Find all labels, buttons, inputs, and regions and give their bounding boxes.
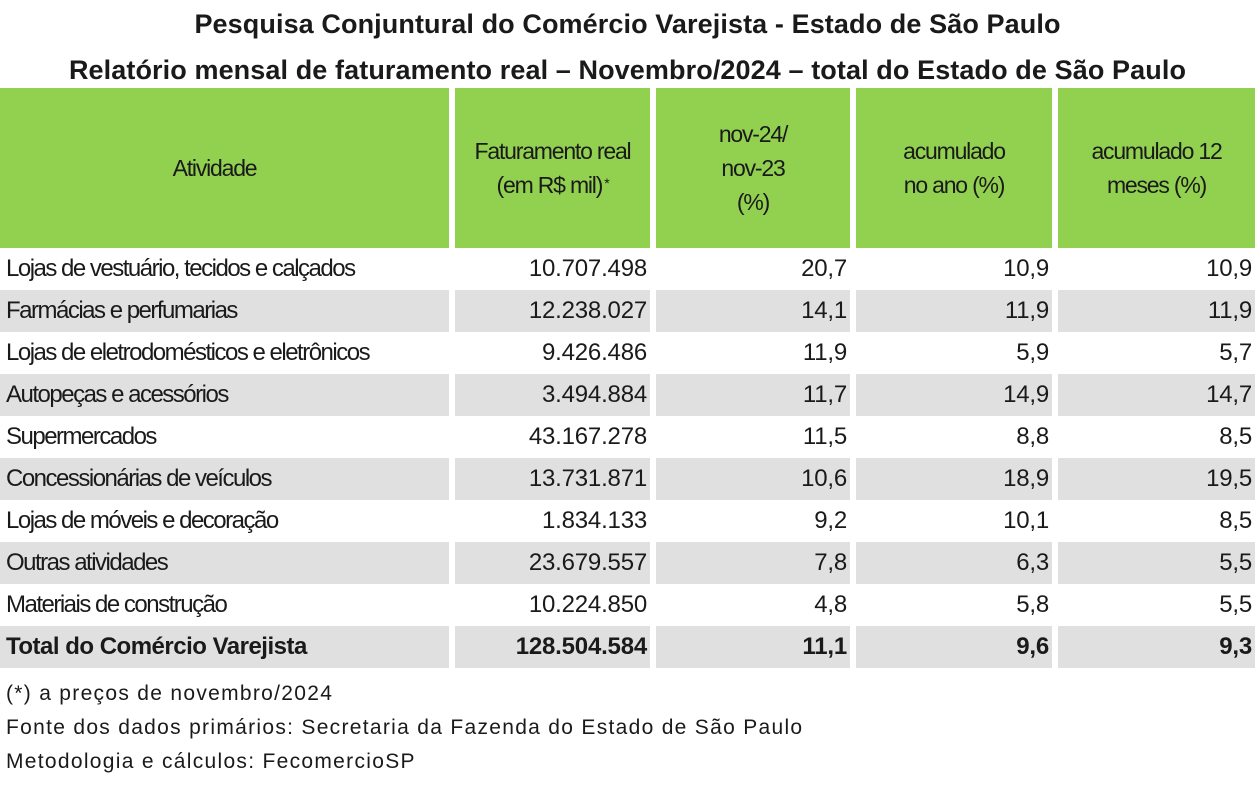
- row-acum-ano: 10,1: [1003, 507, 1049, 534]
- table-row: Materiais de construção 10.224.850 4,8 5,8 5…: [0, 584, 1255, 626]
- header-atividade: Atividade: [0, 88, 449, 248]
- table-row: Lojas de móveis e decoração 1.834.133 9,2 1…: [0, 500, 1255, 542]
- row-acum12: 5,7: [1219, 339, 1252, 366]
- revenue-table: Atividade Faturamento real (em R$ mil) * …: [0, 88, 1255, 668]
- row-acum-ano: 11,9: [856, 290, 1052, 332]
- row-nov: 10,6: [656, 458, 850, 500]
- row-nov: 11,7: [656, 374, 850, 416]
- row-acum-ano: 10,9: [1003, 255, 1049, 282]
- row-atividade: Lojas de móveis e decoração: [6, 507, 279, 534]
- row-acum-ano: 18,9: [856, 458, 1052, 500]
- row-atividade: Farmácias e perfumarias: [0, 290, 449, 332]
- row-atividade: Outras atividades: [0, 542, 449, 584]
- row-nov: 7,8: [656, 542, 850, 584]
- row-faturamento: 13.731.871: [455, 458, 650, 500]
- table-row-total: Total do Comércio Varejista 128.504.584 …: [0, 626, 1255, 668]
- row-atividade: Lojas de vestuário, tecidos e calçados: [6, 255, 356, 282]
- footnote-prices: (*) a preços de novembro/2024: [6, 682, 334, 705]
- row-faturamento: 12.238.027: [455, 290, 650, 332]
- row-acum12: 8,5: [1219, 423, 1252, 450]
- total-atividade: Total do Comércio Varejista: [0, 626, 449, 668]
- row-faturamento: 10.707.498: [528, 255, 647, 282]
- header-acum-ano-line1: acumulado: [903, 138, 1006, 164]
- row-acum-ano: 8,8: [1016, 423, 1049, 450]
- row-acum12: 5,5: [1219, 591, 1252, 618]
- row-atividade: Lojas de eletrodomésticos e eletrônicos: [6, 339, 371, 366]
- row-faturamento: 9.426.486: [542, 339, 647, 366]
- table-row: Supermercados 43.167.278 11,5 8,8 8,5: [0, 416, 1255, 458]
- table-body: Lojas de vestuário, tecidos e calçados 10…: [0, 248, 1255, 626]
- footnote-source: Fonte dos dados primários: Secretaria da…: [6, 716, 804, 739]
- header-atividade-label: Atividade: [172, 155, 258, 181]
- row-acum-ano: 6,3: [856, 542, 1052, 584]
- row-nov: 11,9: [802, 339, 847, 366]
- table-row: Outras atividades 23.679.557 7,8 6,3 5,5: [0, 542, 1255, 584]
- total-acum-ano: 9,6: [856, 626, 1052, 668]
- table-row: Lojas de eletrodomésticos e eletrônicos 9…: [0, 332, 1255, 374]
- row-nov: 20,7: [801, 255, 847, 282]
- row-atividade: Supermercados: [6, 423, 157, 450]
- total-faturamento: 128.504.584: [455, 626, 650, 668]
- row-faturamento: 43.167.278: [528, 423, 647, 450]
- total-acum12: 9,3: [1058, 626, 1255, 668]
- header-acum-ano: acumulado no ano (%): [856, 88, 1052, 248]
- row-atividade: Autopeças e acessórios: [0, 374, 449, 416]
- row-acum-ano: 5,9: [1016, 339, 1049, 366]
- header-faturamento-line2: (em R$ mil): [496, 172, 604, 198]
- row-faturamento: 23.679.557: [455, 542, 650, 584]
- table-row: Farmácias e perfumarias 12.238.027 14,1 11,…: [0, 290, 1255, 332]
- table-row: Concessionárias de veículos 13.731.871 10,…: [0, 458, 1255, 500]
- header-nov-line2: nov-23: [721, 155, 785, 181]
- row-nov: 14,1: [656, 290, 850, 332]
- row-nov: 9,2: [814, 507, 847, 534]
- header-nov-line1: nov-24/: [718, 121, 789, 147]
- table-row: Lojas de vestuário, tecidos e calçados 10…: [0, 248, 1255, 290]
- total-nov: 11,1: [656, 626, 850, 668]
- header-nov: nov-24/ nov-23 (%): [656, 88, 850, 248]
- row-acum-ano: 5,8: [1016, 591, 1049, 618]
- row-acum12: 8,5: [1219, 507, 1252, 534]
- row-acum12: 5,5: [1058, 542, 1255, 584]
- header-nov-line3: (%): [736, 189, 770, 215]
- row-faturamento: 3.494.884: [455, 374, 650, 416]
- table-row: Autopeças e acessórios 3.494.884 11,7 14,9 1…: [0, 374, 1255, 416]
- row-nov: 4,8: [814, 591, 847, 618]
- header-faturamento-footnote-mark: *: [604, 175, 610, 191]
- row-nov: 11,5: [802, 423, 847, 450]
- row-acum12: 14,7: [1058, 374, 1255, 416]
- row-acum12: 19,5: [1058, 458, 1255, 500]
- table-header: Atividade Faturamento real (em R$ mil) * …: [0, 88, 1255, 248]
- footnote-methodology: Metodologia e cálculos: FecomercioSP: [6, 750, 416, 773]
- row-atividade: Materiais de construção: [6, 591, 228, 618]
- row-acum-ano: 14,9: [856, 374, 1052, 416]
- header-faturamento: Faturamento real (em R$ mil) *: [455, 88, 650, 248]
- header-acum-ano-line2: no ano (%): [903, 172, 1006, 198]
- header-acum12-line2: meses (%): [1106, 172, 1207, 198]
- report-title: Pesquisa Conjuntural do Comércio Varejis…: [194, 9, 1061, 39]
- row-faturamento: 10.224.850: [528, 591, 647, 618]
- header-acum12: acumulado 12 meses (%): [1058, 88, 1255, 248]
- row-acum12: 10,9: [1206, 255, 1252, 282]
- row-faturamento: 1.834.133: [542, 507, 647, 534]
- header-acum12-line1: acumulado 12: [1091, 138, 1222, 164]
- report-subtitle: Relatório mensal de faturamento real – N…: [68, 55, 1187, 85]
- row-acum12: 11,9: [1058, 290, 1255, 332]
- row-atividade: Concessionárias de veículos: [0, 458, 449, 500]
- header-faturamento-line1: Faturamento real: [474, 138, 632, 164]
- footnotes: (*) a preços de novembro/2024 Fonte dos …: [6, 677, 803, 779]
